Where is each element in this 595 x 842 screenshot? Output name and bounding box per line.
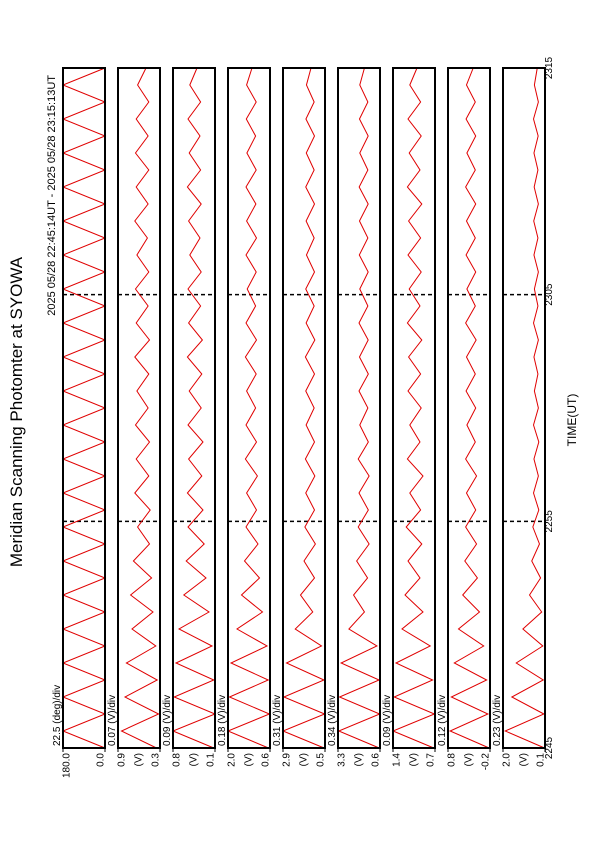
panel-frame	[117, 67, 161, 749]
signal-line	[281, 67, 326, 749]
unit-label: (V)	[134, 753, 145, 766]
y-tick-label: 3.3	[337, 753, 348, 767]
panel-frame	[227, 67, 271, 749]
scale-label: 22.5 (deg)/div	[52, 685, 63, 746]
scale-label: 0.34 (V)/div	[327, 695, 338, 746]
panel-frame	[282, 67, 326, 749]
scale-label: 0.31 (V)/div	[272, 695, 283, 746]
y-tick-label: 0.0	[96, 753, 107, 767]
unit-label: (V)	[299, 753, 310, 766]
signal-line	[448, 67, 490, 749]
x-tick-label: 2245	[544, 736, 555, 759]
panel-frame	[172, 67, 216, 749]
signal-line	[226, 67, 271, 749]
signal-line	[171, 67, 217, 749]
y-tick-label: 0.8	[172, 753, 183, 767]
y-tick-label: -0.2	[481, 753, 492, 771]
y-tick-label: 0.9	[117, 753, 128, 767]
panel-frame	[392, 67, 436, 749]
signal-line	[503, 67, 546, 749]
panel-frame	[62, 67, 106, 749]
y-tick-label: 2.0	[227, 753, 238, 767]
scale-label: 0.09 (V)/div	[162, 695, 173, 746]
y-tick-label: 2.9	[282, 753, 293, 767]
chart-subtitle: 2025 05/28 22:45:14UT - 2025 05/28 23:15…	[46, 75, 58, 316]
x-tick-label: 2255	[544, 510, 555, 533]
chart-rotated: Meridian Scanning Photomter at SYOWA 202…	[7, 56, 579, 778]
scale-label: 0.12 (V)/div	[437, 695, 448, 746]
panel-frame	[502, 67, 546, 749]
y-tick-label: 0.3	[151, 753, 162, 767]
unit-label: (V)	[189, 753, 200, 766]
y-tick-label: 0.6	[371, 753, 382, 767]
panel-frame	[337, 67, 381, 749]
y-tick-label: 0.1	[206, 753, 217, 767]
y-tick-label: 0.7	[426, 753, 437, 767]
x-axis-label: TIME(UT)	[565, 394, 579, 447]
scale-label: 0.07 (V)/div	[107, 695, 118, 746]
signal-line	[120, 67, 160, 749]
scale-label: 0.18 (V)/div	[217, 695, 228, 746]
y-tick-label: 0.1	[536, 753, 547, 767]
unit-label: (V)	[354, 753, 365, 766]
unit-label: (V)	[409, 753, 420, 766]
panel-frame	[447, 67, 491, 749]
x-tick-label: 2315	[544, 56, 555, 79]
unit-label: (V)	[464, 753, 475, 766]
y-tick-label: 0.6	[261, 753, 272, 767]
signal-line	[337, 67, 381, 749]
signal-line	[61, 67, 107, 749]
chart-title: Meridian Scanning Photomter at SYOWA	[7, 256, 26, 567]
unit-label: (V)	[244, 753, 255, 766]
y-tick-label: 2.0	[502, 753, 513, 767]
unit-label: (V)	[519, 753, 530, 766]
signal-line	[391, 67, 436, 749]
y-tick-label: 0.5	[316, 753, 327, 767]
y-tick-label: 0.8	[447, 753, 458, 767]
y-tick-label: 1.4	[392, 753, 403, 767]
x-tick-label: 2305	[544, 283, 555, 306]
scale-label: 0.23 (V)/div	[492, 695, 503, 746]
y-tick-label: 180.0	[62, 753, 73, 778]
scale-label: 0.09 (V)/div	[382, 695, 393, 746]
